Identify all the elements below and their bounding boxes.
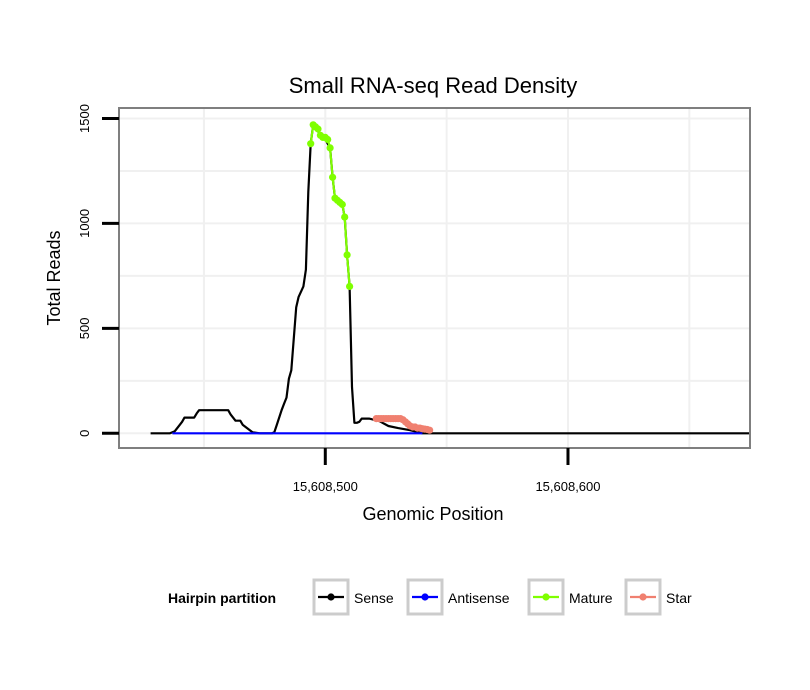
legend-label-sense: Sense <box>354 590 394 606</box>
data-point-mature <box>326 144 334 152</box>
y-axis: 0 500 1000 1500 <box>77 104 119 437</box>
chart-title: Small RNA-seq Read Density <box>289 73 578 98</box>
y-axis-title: Total Reads <box>44 230 64 325</box>
x-tick-label: 15,608,500 <box>293 479 358 494</box>
legend-item-antisense: Antisense <box>406 578 510 616</box>
data-point-mature <box>343 251 351 259</box>
legend-key-point <box>327 593 335 601</box>
legend-label-star: Star <box>666 590 692 606</box>
x-axis-title: Genomic Position <box>362 504 503 524</box>
data-point-mature <box>341 213 349 221</box>
data-point-mature <box>324 135 332 144</box>
series-layer <box>150 121 750 435</box>
x-axis: 15,608,500 15,608,600 <box>293 448 601 494</box>
legend-item-star: Star <box>624 578 692 616</box>
legend-label-antisense: Antisense <box>448 590 510 606</box>
legend: Hairpin partition Sense Antisense Mature St… <box>168 578 692 616</box>
plot-panel <box>118 107 751 449</box>
legend-key-point <box>542 593 550 601</box>
data-point-mature <box>307 140 315 148</box>
data-point-mature <box>338 200 346 209</box>
x-tick-label: 15,608,600 <box>535 479 600 494</box>
legend-label-mature: Mature <box>569 590 613 606</box>
y-tick-label: 1000 <box>77 209 92 238</box>
panel-border <box>118 107 751 449</box>
y-tick-label: 0 <box>77 430 92 437</box>
legend-key-point <box>639 593 647 601</box>
legend-key-point <box>421 593 429 601</box>
legend-item-sense: Sense <box>312 578 394 616</box>
y-tick-label: 500 <box>77 318 92 340</box>
data-point-star <box>426 426 434 434</box>
legend-item-mature: Mature <box>527 578 613 616</box>
data-point-mature <box>314 125 322 133</box>
grid-lines <box>119 108 750 448</box>
data-point-mature <box>346 282 354 290</box>
y-tick-label: 1500 <box>77 104 92 133</box>
data-point-mature <box>329 173 337 181</box>
legend-items: Sense Antisense Mature Star <box>312 578 692 616</box>
legend-title: Hairpin partition <box>168 590 276 606</box>
